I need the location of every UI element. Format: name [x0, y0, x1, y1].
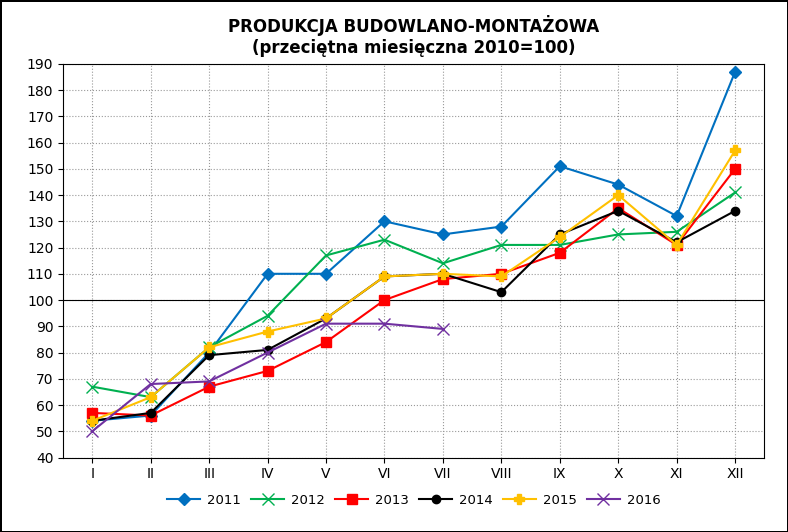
2012	[555, 242, 564, 248]
2014	[87, 418, 97, 424]
2015	[496, 273, 506, 280]
2012	[438, 260, 448, 267]
2016	[87, 428, 97, 435]
2016	[146, 381, 155, 387]
2014	[263, 347, 273, 353]
2015	[438, 271, 448, 277]
2011	[322, 271, 331, 277]
2011	[438, 231, 448, 238]
2015	[672, 242, 682, 248]
2014	[496, 289, 506, 295]
2012	[204, 344, 214, 351]
2014	[146, 410, 155, 416]
2011	[263, 271, 273, 277]
2011	[146, 412, 155, 419]
2015	[204, 344, 214, 351]
2013	[730, 165, 740, 172]
2011	[496, 223, 506, 230]
2013	[87, 410, 97, 416]
2011	[730, 69, 740, 75]
2013	[322, 339, 331, 345]
Line: 2013: 2013	[87, 164, 740, 420]
2011	[204, 350, 214, 356]
2014	[380, 273, 389, 280]
2011	[87, 418, 97, 424]
2013	[438, 276, 448, 282]
2014	[672, 239, 682, 245]
2012	[263, 313, 273, 319]
2012	[146, 394, 155, 401]
2013	[672, 242, 682, 248]
2014	[614, 207, 623, 214]
2013	[146, 412, 155, 419]
2011	[614, 181, 623, 188]
2012	[496, 242, 506, 248]
2014	[555, 231, 564, 238]
Line: 2011: 2011	[88, 68, 739, 425]
2016	[204, 378, 214, 385]
Line: 2016: 2016	[87, 318, 448, 437]
2011	[672, 213, 682, 219]
2014	[204, 352, 214, 359]
2013	[380, 297, 389, 303]
2015	[730, 147, 740, 154]
2015	[614, 192, 623, 198]
2012	[380, 237, 389, 243]
2011	[380, 218, 389, 225]
2016	[263, 350, 273, 356]
2012	[322, 252, 331, 259]
2015	[87, 418, 97, 424]
Title: PRODUKCJA BUDOWLANO-MONTAŻOWA
(przeciętna miesięczna 2010=100): PRODUKCJA BUDOWLANO-MONTAŻOWA (przeciętn…	[228, 15, 600, 57]
2015	[146, 394, 155, 401]
2014	[438, 271, 448, 277]
2012	[614, 231, 623, 238]
2016	[380, 320, 389, 327]
2012	[730, 189, 740, 196]
2012	[672, 229, 682, 235]
2011	[555, 163, 564, 169]
2013	[263, 368, 273, 374]
2015	[380, 273, 389, 280]
Line: 2014: 2014	[88, 206, 739, 425]
Legend: 2011, 2012, 2013, 2014, 2015, 2016: 2011, 2012, 2013, 2014, 2015, 2016	[162, 488, 666, 512]
2013	[614, 205, 623, 211]
2016	[322, 320, 331, 327]
2012	[87, 384, 97, 390]
2013	[204, 384, 214, 390]
2015	[322, 315, 331, 322]
Line: 2015: 2015	[87, 146, 740, 426]
Line: 2012: 2012	[87, 187, 741, 403]
2013	[555, 250, 564, 256]
2014	[730, 207, 740, 214]
2014	[322, 315, 331, 322]
2013	[496, 271, 506, 277]
2015	[555, 234, 564, 240]
2015	[263, 328, 273, 335]
2016	[438, 326, 448, 332]
